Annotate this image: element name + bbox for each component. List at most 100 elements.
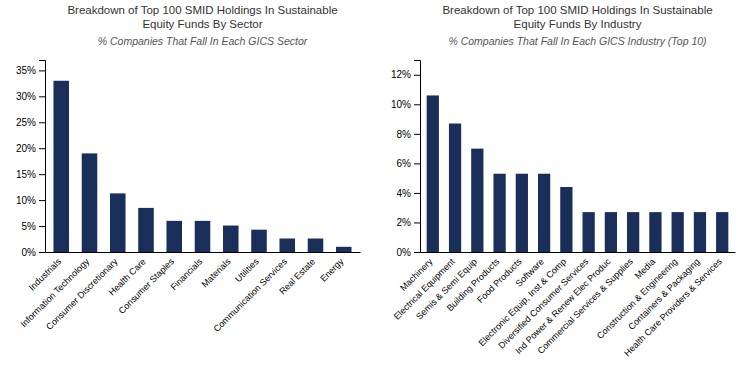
bar [279,239,295,252]
x-tick: Consumer Discretionary [44,256,120,332]
x-tick-label: Health Care Providers & Services [622,256,724,358]
y-tick: 10% [16,195,45,206]
y-tick-label: 12% [391,69,411,80]
y-axis: 0% 5% 10% 15% 20% 25% 30% 35% [16,61,46,258]
bar [449,124,461,252]
x-tick-label: Communication Services [212,256,290,334]
bar [427,95,439,252]
y-tick: 5% [22,221,45,232]
bar [493,174,505,252]
y-tick-label: 20% [16,143,36,154]
x-axis-line [421,252,736,253]
y-tick-mark [39,252,45,253]
x-axis-line [46,252,361,253]
y-tick-label: 10% [16,195,36,206]
y-axis: 0% 2% 4% 6% 8% 10% 12% [391,61,421,258]
y-tick-mark [414,75,420,76]
x-tick-label: Diversified Consumer Services [496,256,590,350]
x-tick-label: Financials [169,256,205,292]
y-tick: 30% [16,91,45,102]
y-tick-mark [39,96,45,97]
x-tick-label: Consumer Discretionary [44,256,120,332]
x-tick-label: Real Estate [277,256,317,296]
y-tick-mark [414,193,420,194]
y-tick: 0% [397,247,420,258]
bar [53,81,69,252]
panel: Breakdown of Top 100 SMID Holdings In Su… [16,4,361,334]
y-tick-mark [39,148,45,149]
bar [308,239,324,252]
y-tick-label: 0% [397,247,412,258]
bars [427,95,729,252]
bar [223,226,239,252]
x-tick: Materials [200,256,233,289]
y-tick-label: 35% [16,65,36,76]
x-tick: Energy [318,256,346,284]
x-axis: IndustrialsInformation TechnologyConsume… [18,253,360,334]
y-tick: 0% [22,247,45,258]
bar [649,212,661,252]
x-tick: Real Estate [277,256,317,296]
y-tick-label: 6% [397,158,412,169]
x-tick-label: Construction & Engineering [595,256,680,341]
y-tick-label: 2% [397,217,412,228]
y-tick-label: 8% [397,129,412,140]
bar [195,221,211,252]
title: Equity Funds By Industry [514,18,642,30]
x-tick-label: Materials [200,256,233,289]
y-axis-line [39,61,46,253]
bar [336,247,352,252]
bar [560,187,572,252]
y-tick: 6% [397,158,420,169]
y-tick-mark [414,163,420,164]
chart-root: Breakdown of Top 100 SMID Holdings In Su… [0,0,750,387]
x-tick-label: Utilities [233,256,261,284]
y-tick: 20% [16,143,45,154]
y-axis-line [414,61,421,253]
x-tick: Utilities [233,256,261,284]
bars [53,81,351,252]
y-tick: 25% [16,117,45,128]
subtitle: % Companies That Fall In Each GICS Secto… [98,35,308,47]
x-tick: Health Care Providers & Services [622,256,724,358]
y-tick: 35% [16,65,45,76]
bar [138,208,154,252]
y-tick-mark [39,174,45,175]
y-tick: 8% [397,129,420,140]
y-tick-label: 25% [16,117,36,128]
panel: Breakdown of Top 100 SMID Holdings In Su… [391,4,736,358]
bar [471,149,483,252]
x-tick-label: Commercial Services & Supplies [536,256,636,356]
y-tick-label: 5% [22,221,37,232]
y-tick-mark [414,134,420,135]
bar [538,174,550,252]
y-tick: 15% [16,169,45,180]
y-tick-mark [39,70,45,71]
y-tick-mark [414,104,420,105]
bar [627,212,639,252]
x-tick-label: Ind Power & Renew Elec Produc [513,256,613,356]
y-tick-label: 30% [16,91,36,102]
x-tick: Consumer Staples [117,256,177,316]
title: Breakdown of Top 100 SMID Holdings In Su… [67,4,337,16]
x-tick: Financials [169,256,205,292]
y-tick-mark [414,222,420,223]
y-tick: 12% [391,69,420,80]
bar [516,174,528,252]
title: Breakdown of Top 100 SMID Holdings In Su… [442,4,712,16]
y-tick-label: 10% [391,99,411,110]
subtitle: % Companies That Fall In Each GICS Indus… [448,35,706,47]
bar [583,212,595,252]
bar [605,212,617,252]
x-axis: MachineryElectrical EquipmentSemis & Sem… [392,253,736,359]
y-tick-label: 0% [22,247,37,258]
y-tick: 10% [391,99,420,110]
x-tick: Construction & Engineering [595,256,680,341]
y-tick-label: 15% [16,169,36,180]
x-tick: Commercial Services & Supplies [536,256,636,356]
y-tick-label: 4% [397,188,412,199]
y-tick: 4% [397,188,420,199]
y-tick-mark [414,252,420,253]
y-tick-mark [39,226,45,227]
bar [672,212,684,252]
